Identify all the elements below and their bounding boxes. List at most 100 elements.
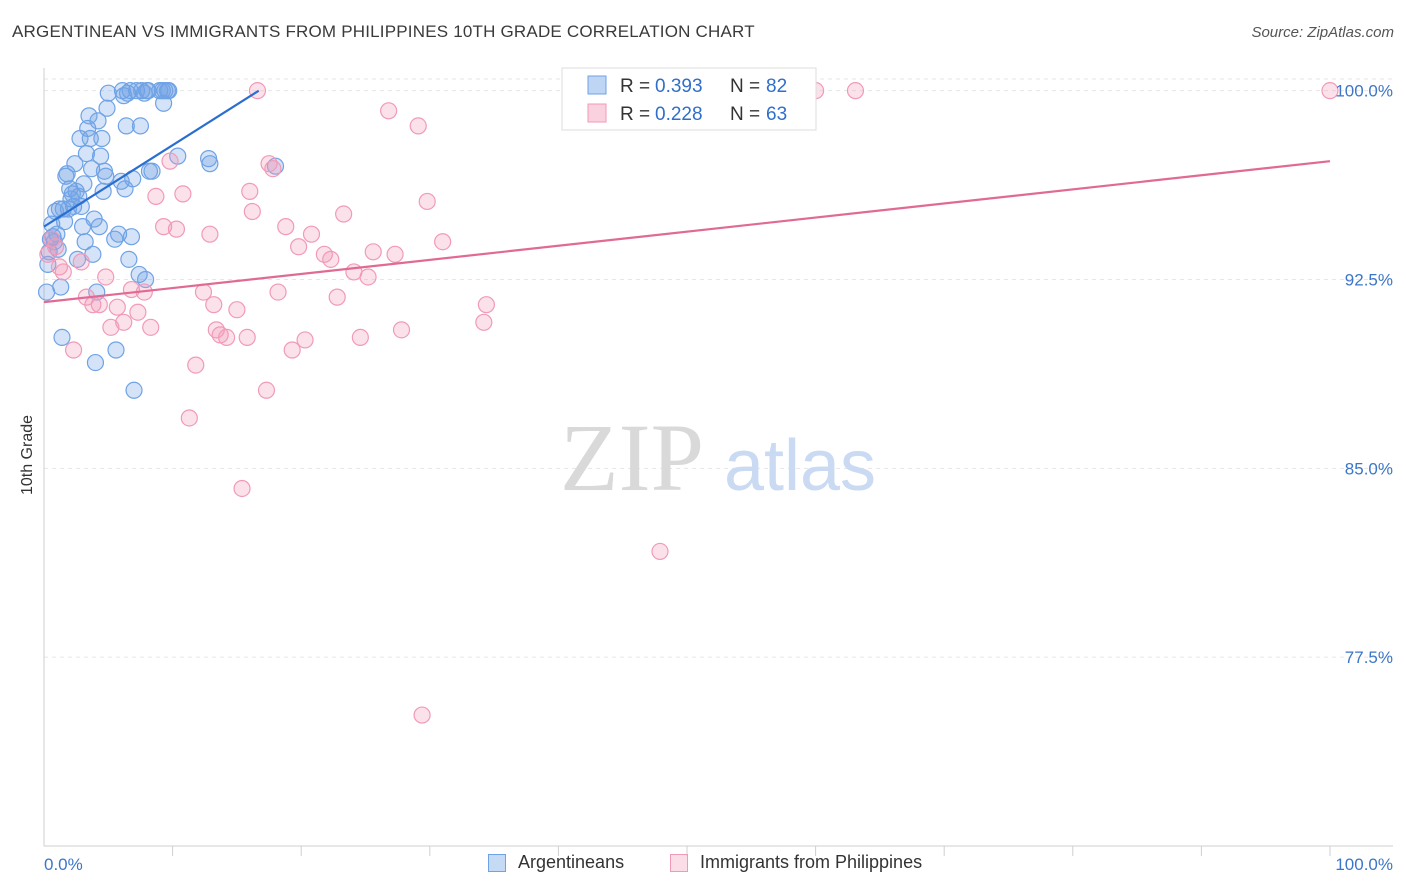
point-argentineans <box>53 328 71 347</box>
point-argentineans <box>89 112 107 130</box>
point-argentineans <box>80 107 98 125</box>
legend-r-value-argentineans: 0.393 <box>655 76 703 97</box>
point-argentineans <box>131 117 150 135</box>
point-philippines <box>335 205 353 223</box>
point-philippines <box>1321 82 1339 100</box>
point-argentineans <box>109 225 128 243</box>
stats-legend-box <box>561 67 817 131</box>
y-tick-label: 92.5% <box>1345 270 1393 289</box>
point-argentineans <box>90 218 108 236</box>
point-philippines <box>392 321 411 339</box>
point-argentineans <box>77 145 96 163</box>
point-philippines <box>147 187 165 206</box>
legend-r-value-philippines: 0.228 <box>655 104 703 125</box>
legend-item-philippines[interactable]: Immigrants from Philippines <box>670 852 922 873</box>
point-philippines <box>201 225 219 243</box>
point-philippines <box>228 301 246 319</box>
axes <box>43 68 1393 856</box>
point-philippines <box>409 117 427 135</box>
point-argentineans <box>93 129 111 148</box>
point-philippines <box>187 356 205 374</box>
legend-item-argentineans[interactable]: Argentineans <box>488 852 624 873</box>
point-argentineans <box>48 225 66 243</box>
legend-n-label: N = <box>730 104 760 125</box>
trend-line-philippines <box>43 160 1331 304</box>
point-argentineans <box>201 155 219 173</box>
point-philippines <box>322 250 340 268</box>
point-philippines <box>434 233 452 251</box>
point-argentineans <box>99 84 117 102</box>
point-philippines <box>359 268 377 286</box>
legend-label: Argentineans <box>518 852 625 872</box>
gridlines <box>44 78 1393 658</box>
point-argentineans <box>75 175 93 193</box>
x-tick-label-max: 100.0% <box>1335 855 1393 874</box>
point-argentineans <box>122 228 141 246</box>
point-philippines <box>161 152 179 170</box>
legend-swatch-argentineans <box>587 75 607 95</box>
point-philippines <box>475 313 493 331</box>
point-argentineans <box>120 250 138 268</box>
point-argentineans <box>125 381 143 399</box>
point-philippines <box>302 225 321 243</box>
x-tick-label-min: 0.0% <box>44 855 83 874</box>
point-philippines <box>97 268 115 286</box>
point-argentineans <box>107 341 125 359</box>
y-tick-label: 85.0% <box>1345 459 1393 478</box>
point-philippines <box>241 182 259 200</box>
point-philippines <box>129 303 147 321</box>
legend-n-value-philippines: 63 <box>766 104 787 125</box>
point-philippines <box>269 283 287 301</box>
point-philippines <box>277 218 295 236</box>
point-argentineans <box>133 82 151 100</box>
point-argentineans <box>160 82 178 100</box>
point-argentineans <box>52 278 70 296</box>
point-argentineans <box>117 117 135 135</box>
point-philippines <box>174 185 192 203</box>
point-philippines <box>218 328 236 347</box>
point-philippines <box>102 318 120 336</box>
data-points <box>37 82 1339 724</box>
legend-r-label: R = <box>620 76 650 97</box>
legend-n-label: N = <box>730 76 760 97</box>
point-philippines <box>418 192 436 211</box>
point-philippines <box>233 479 251 498</box>
legend-n-value-argentineans: 82 <box>766 76 787 97</box>
trend-lines <box>43 89 1331 304</box>
point-philippines <box>115 313 133 331</box>
watermark-atlas: atlas <box>724 426 876 506</box>
legend-swatch <box>488 853 506 872</box>
point-philippines <box>180 409 198 427</box>
point-argentineans <box>49 240 67 258</box>
point-philippines <box>651 542 669 561</box>
point-philippines <box>154 218 173 236</box>
point-argentineans <box>98 99 116 117</box>
point-argentineans <box>82 160 101 178</box>
point-philippines <box>238 328 256 347</box>
point-philippines <box>296 331 314 349</box>
point-argentineans <box>97 167 115 185</box>
stats-legend: R = 0.393 N = 82 R = 0.228 N = 63 <box>561 67 817 131</box>
point-philippines <box>364 243 382 261</box>
point-philippines <box>46 238 65 256</box>
point-philippines <box>167 220 186 238</box>
point-argentineans <box>76 233 94 251</box>
trend-line-argentineans <box>43 89 260 228</box>
point-philippines <box>477 296 495 314</box>
watermark-zip: ZIP <box>560 404 704 511</box>
point-philippines <box>142 318 160 336</box>
series-legend: Argentineans Immigrants from Philippines <box>0 852 1406 878</box>
y-tick-labels: 100.0% 92.5% 85.0% 77.5% <box>1335 82 1393 668</box>
point-philippines <box>380 102 398 120</box>
point-philippines <box>264 160 282 178</box>
point-philippines <box>328 288 346 306</box>
point-philippines <box>413 706 431 724</box>
point-philippines <box>351 328 369 347</box>
y-tick-label: 100.0% <box>1335 82 1393 101</box>
point-philippines <box>108 298 126 316</box>
point-philippines <box>54 263 72 281</box>
point-philippines <box>846 82 865 100</box>
point-philippines <box>205 296 223 314</box>
legend-r-label: R = <box>620 104 650 125</box>
